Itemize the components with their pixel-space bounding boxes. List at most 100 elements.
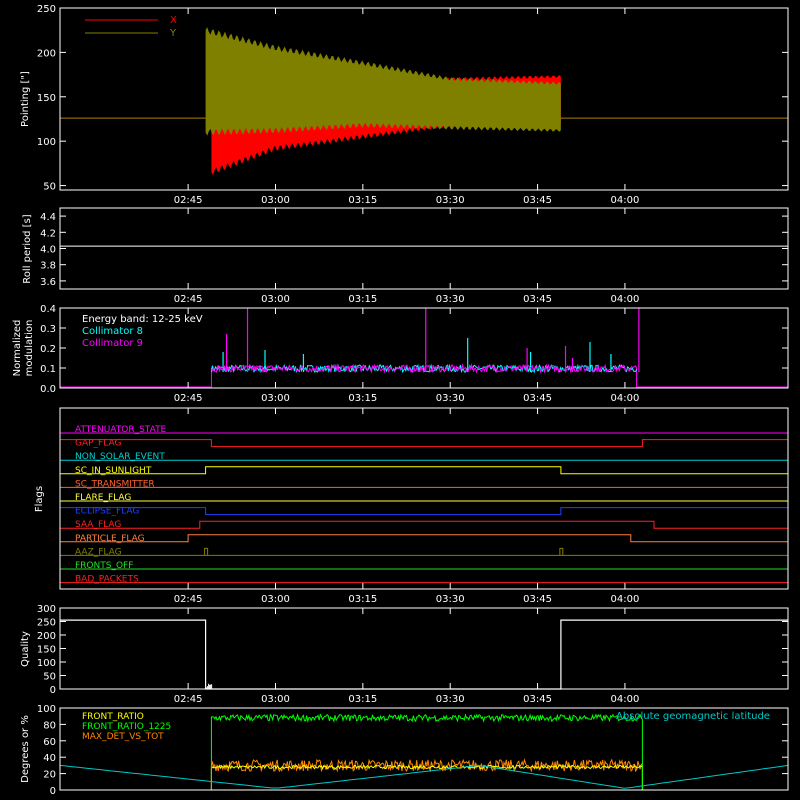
y-tick-label: 300 <box>37 604 56 615</box>
modulation-marks <box>60 308 788 388</box>
geomag-latitude-line <box>59 764 789 789</box>
y-tick-label: 0 <box>50 685 56 696</box>
y-tick-label: 200 <box>37 631 56 642</box>
flag-label: ATTENUATOR_STATE <box>75 425 167 435</box>
x-tick-label: 03:30 <box>436 594 465 605</box>
x-tick-label: 03:30 <box>436 694 465 705</box>
quality-ylabel: Quality <box>20 631 31 667</box>
x-tick-label: 03:30 <box>436 195 465 206</box>
x-tick-label: 03:15 <box>348 594 377 605</box>
y-tick-label: 4.0 <box>40 245 56 256</box>
ratio-panel: 0 20 40 60 80 100 Degrees or % FRONT_RATIO FR… <box>20 704 789 797</box>
x-tick-label: 03:45 <box>523 694 552 705</box>
flag-label: SC_IN_SUNLIGHT <box>75 466 152 476</box>
flag-line <box>60 439 788 448</box>
ratio-series-line <box>210 757 643 790</box>
x-tick-label: 03:45 <box>523 294 552 305</box>
pointing-frame <box>59 7 789 191</box>
y-tick-label: 3.8 <box>40 261 56 272</box>
energy-band-annotation: Energy band: 12-25 keV <box>82 314 203 325</box>
modulation-ylabel-line2: modulation <box>24 320 35 377</box>
x-tick-label: 04:00 <box>611 694 640 705</box>
modulation-panel: 0.0 0.1 0.2 0.3 0.4 02:45 03:00 03:15 03:30 03:4… <box>12 304 789 404</box>
y-tick-label: 100 <box>37 658 56 669</box>
y-tick-label: 80 <box>43 720 56 731</box>
modulation-x-ticks: 02:45 03:00 03:15 03:30 03:45 04:00 <box>174 308 640 404</box>
x-tick-label: 04:00 <box>611 393 640 404</box>
x-tick-label: 03:15 <box>348 195 377 206</box>
legend-collimator9: Collimator 9 <box>82 338 143 349</box>
x-tick-label: 03:00 <box>261 195 290 206</box>
flag-line <box>60 466 788 475</box>
flag-pulse <box>559 547 564 556</box>
y-tick-label: 0 <box>50 786 56 797</box>
x-tick-label: 03:30 <box>436 393 465 404</box>
roll-period-panel: 3.6 3.8 4.0 4.2 4.4 02:45 03:00 03:15 03:30 03:4… <box>22 207 789 305</box>
pointing-ylabel: Pointing ["] <box>20 71 31 127</box>
flags-marks: ATTENUATOR_STATE GAP_FLAG NON_SOLAR_EVENT S… <box>60 425 788 585</box>
roll-period-x-ticks: 02:45 03:00 03:15 03:30 03:45 04:00 <box>174 208 639 305</box>
x-tick-label: 03:15 <box>348 694 377 705</box>
legend-geomag: Absolute geomagnetic latitude <box>616 711 770 722</box>
flags-panel: ATTENUATOR_STATE GAP_FLAG NON_SOLAR_EVENT S… <box>34 407 789 605</box>
flag-line <box>60 520 788 529</box>
pointing-envelope-y <box>205 27 561 136</box>
y-tick-label: 100 <box>37 137 56 148</box>
modulation-ylabel-line1: Normalized <box>12 320 23 377</box>
x-tick-label: 04:00 <box>611 594 640 605</box>
y-tick-label: 40 <box>43 753 56 764</box>
legend-front-ratio: FRONT_RATIO <box>82 712 144 722</box>
y-tick-label: 250 <box>37 4 56 15</box>
flags-frame <box>59 407 789 590</box>
flag-label: NON_SOLAR_EVENT <box>75 452 165 462</box>
flag-label: PARTICLE_FLAG <box>75 534 145 544</box>
y-tick-label: 20 <box>43 770 56 781</box>
y-tick-label: 4.4 <box>40 212 56 223</box>
x-tick-label: 03:00 <box>261 393 290 404</box>
flag-label: SAA_FLAG <box>75 520 121 530</box>
flag-label: FRONTS_OFF <box>75 561 133 571</box>
y-tick-label: 250 <box>37 618 56 629</box>
y-tick-label: 0.1 <box>40 364 56 375</box>
roll-period-y-ticks: 3.6 3.8 4.0 4.2 4.4 <box>40 212 788 288</box>
y-tick-label: 0.2 <box>40 344 56 355</box>
x-tick-label: 03:00 <box>261 694 290 705</box>
x-tick-label: 02:45 <box>174 195 203 206</box>
x-tick-label: 03:45 <box>523 393 552 404</box>
x-tick-label: 02:45 <box>174 694 203 705</box>
x-tick-label: 02:45 <box>174 393 203 404</box>
flag-label: SC_TRANSMITTER <box>75 479 155 489</box>
y-tick-label: 150 <box>37 93 56 104</box>
y-tick-label: 50 <box>43 672 56 683</box>
y-tick-label: 50 <box>43 182 56 193</box>
pointing-marks <box>60 27 788 176</box>
modulation-y-ticks: 0.0 0.1 0.2 0.3 0.4 <box>40 304 788 395</box>
x-tick-label: 03:00 <box>261 294 290 305</box>
flags-x-ticks: 02:45 03:00 03:15 03:30 03:45 04:00 <box>174 408 640 605</box>
flag-label: FLARE_FLAG <box>75 493 131 503</box>
ratio-ylabel: Degrees or % <box>20 715 31 783</box>
legend-y-label: Y <box>169 28 177 39</box>
y-tick-label: 0.0 <box>40 384 56 395</box>
x-tick-label: 03:45 <box>523 594 552 605</box>
x-tick-label: 03:15 <box>348 393 377 404</box>
y-tick-label: 0.3 <box>40 324 56 335</box>
quality-x-ticks: 02:45 03:00 03:15 03:30 03:45 04:00 <box>174 608 640 705</box>
y-tick-label: 100 <box>37 704 56 715</box>
legend-front-ratio-1225: FRONT_RATIO_1225 <box>82 722 171 732</box>
ratio-series-line <box>210 764 643 790</box>
roll-period-ylabel: Roll period [s] <box>22 214 33 283</box>
x-tick-label: 03:00 <box>261 594 290 605</box>
y-tick-label: 3.6 <box>40 277 56 288</box>
quality-y-ticks: 0 50 100 150 200 250 300 <box>37 604 788 696</box>
y-tick-label: 200 <box>37 48 56 59</box>
y-tick-label: 150 <box>37 645 56 656</box>
x-tick-label: 03:45 <box>523 195 552 206</box>
ratio-frame <box>59 707 789 791</box>
pointing-panel: 50 100 150 200 250 02:45 03:00 03:15 03:30 03:45… <box>20 4 789 206</box>
pointing-x-ticks: 02:45 03:00 03:15 03:30 03:45 04:00 <box>174 8 639 206</box>
legend-x-label: X <box>170 15 177 26</box>
